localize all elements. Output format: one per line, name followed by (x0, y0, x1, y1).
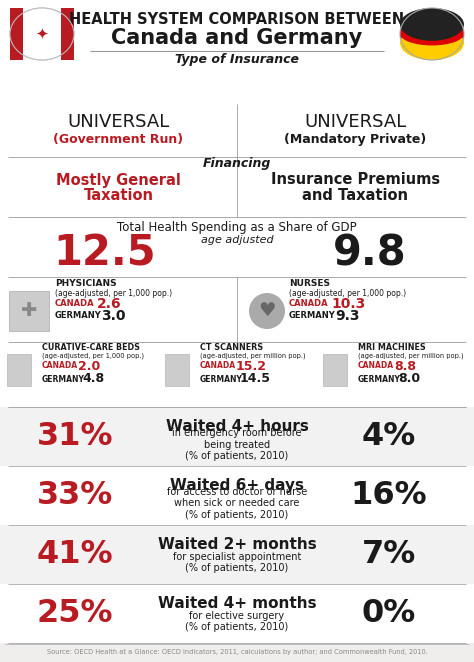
Text: UNIVERSAL: UNIVERSAL (67, 113, 170, 131)
Ellipse shape (249, 293, 285, 329)
Text: (Government Run): (Government Run) (54, 132, 183, 146)
FancyBboxPatch shape (7, 354, 31, 386)
Ellipse shape (10, 8, 74, 60)
Text: Waited 2+ months: Waited 2+ months (158, 537, 316, 552)
Text: age adjusted: age adjusted (201, 235, 273, 245)
FancyBboxPatch shape (0, 277, 474, 342)
Text: Waited 4+ months: Waited 4+ months (158, 596, 316, 611)
Text: NURSES: NURSES (289, 279, 330, 289)
Polygon shape (10, 8, 23, 60)
FancyBboxPatch shape (0, 342, 474, 407)
Ellipse shape (137, 425, 337, 625)
Text: 8.0: 8.0 (398, 373, 420, 385)
Text: PHYSICIANS: PHYSICIANS (55, 279, 117, 289)
Text: 9.3: 9.3 (335, 309, 359, 323)
Text: 0%: 0% (362, 598, 416, 629)
Text: 14.5: 14.5 (240, 373, 271, 385)
Text: 7%: 7% (362, 539, 416, 570)
Ellipse shape (10, 8, 74, 60)
Text: in emergency room before
being treated
(% of patients, 2010): in emergency room before being treated (… (172, 428, 302, 461)
Text: CT SCANNERS: CT SCANNERS (200, 342, 263, 352)
Text: UNIVERSAL: UNIVERSAL (304, 113, 407, 131)
Text: 2.0: 2.0 (78, 359, 100, 373)
FancyBboxPatch shape (0, 407, 474, 466)
Text: (age-adjusted, per 1,000 pop.): (age-adjusted, per 1,000 pop.) (55, 289, 172, 297)
Text: ♥: ♥ (258, 301, 276, 320)
Text: 4%: 4% (362, 421, 416, 452)
Text: 12.5: 12.5 (54, 233, 156, 275)
Text: 8.8: 8.8 (394, 359, 416, 373)
Text: Waited 6+ days: Waited 6+ days (170, 478, 304, 493)
Ellipse shape (400, 26, 464, 60)
FancyBboxPatch shape (0, 466, 474, 525)
Text: CURATIVE-CARE BEDS: CURATIVE-CARE BEDS (42, 342, 140, 352)
Text: Source: OECD Health at a Glance: OECD Indicators, 2011, calculations by author; : Source: OECD Health at a Glance: OECD In… (46, 649, 428, 655)
Text: CANADA: CANADA (42, 361, 78, 371)
Text: CANADA: CANADA (200, 361, 236, 371)
Text: GERMANY: GERMANY (55, 312, 102, 320)
Polygon shape (61, 8, 74, 60)
Text: Total Health Spending as a Share of GDP: Total Health Spending as a Share of GDP (117, 220, 357, 234)
FancyBboxPatch shape (0, 525, 474, 584)
Text: 33%: 33% (37, 480, 113, 511)
Text: for specialist appointment
(% of patients, 2010): for specialist appointment (% of patient… (173, 551, 301, 573)
Text: and Taxation: and Taxation (302, 189, 409, 203)
Text: 25%: 25% (37, 598, 113, 629)
Text: CANADA: CANADA (55, 299, 95, 308)
Text: ✦: ✦ (36, 26, 48, 42)
FancyBboxPatch shape (323, 354, 347, 386)
Text: ✚: ✚ (21, 301, 37, 320)
FancyBboxPatch shape (9, 291, 49, 331)
Text: Waited 4+ hours: Waited 4+ hours (165, 419, 309, 434)
Text: Insurance Premiums: Insurance Premiums (271, 173, 440, 187)
Text: Taxation: Taxation (83, 189, 154, 203)
Text: Financing: Financing (203, 158, 271, 171)
Ellipse shape (400, 8, 464, 41)
Text: (age-adjusted, per million pop.): (age-adjusted, per million pop.) (358, 353, 464, 359)
Bar (10, 8, 21, 60)
Text: 15.2: 15.2 (236, 359, 267, 373)
Text: GERMANY: GERMANY (42, 375, 85, 383)
Text: 3.0: 3.0 (101, 309, 126, 323)
Text: Mostly General: Mostly General (56, 173, 181, 187)
Text: CANADA: CANADA (289, 299, 328, 308)
Text: (age-adjusted, per 1,000 pop.): (age-adjusted, per 1,000 pop.) (42, 353, 144, 359)
Text: 16%: 16% (351, 480, 428, 511)
FancyBboxPatch shape (0, 157, 474, 217)
Text: 2.6: 2.6 (97, 297, 122, 311)
Text: (age-adjusted, per million pop.): (age-adjusted, per million pop.) (200, 353, 306, 359)
Text: GERMANY: GERMANY (289, 312, 336, 320)
Text: 4.8: 4.8 (82, 373, 104, 385)
FancyBboxPatch shape (0, 104, 474, 157)
FancyBboxPatch shape (0, 0, 474, 104)
Text: 31%: 31% (37, 421, 113, 452)
Text: 41%: 41% (36, 539, 113, 570)
Text: for elective surgery
(% of patients, 2010): for elective surgery (% of patients, 201… (185, 611, 289, 632)
Text: HEALTH SYSTEM COMPARISON BETWEEN: HEALTH SYSTEM COMPARISON BETWEEN (69, 13, 405, 28)
Ellipse shape (400, 22, 464, 46)
Text: (age-adjusted, per 1,000 pop.): (age-adjusted, per 1,000 pop.) (289, 289, 406, 297)
Text: Type of Insurance: Type of Insurance (175, 52, 299, 66)
Text: 10.3: 10.3 (331, 297, 365, 311)
Text: (Mandatory Private): (Mandatory Private) (284, 132, 427, 146)
Text: for access to doctor or nurse
when sick or needed care
(% of patients, 2010): for access to doctor or nurse when sick … (167, 487, 307, 520)
Text: GERMANY: GERMANY (200, 375, 243, 383)
FancyBboxPatch shape (0, 217, 474, 277)
Text: Canada and Germany: Canada and Germany (111, 28, 363, 48)
FancyBboxPatch shape (0, 584, 474, 643)
Text: CANADA: CANADA (358, 361, 394, 371)
Text: MRI MACHINES: MRI MACHINES (358, 342, 426, 352)
Ellipse shape (400, 8, 464, 60)
FancyBboxPatch shape (165, 354, 189, 386)
Text: GERMANY: GERMANY (358, 375, 401, 383)
Text: 9.8: 9.8 (333, 233, 407, 275)
